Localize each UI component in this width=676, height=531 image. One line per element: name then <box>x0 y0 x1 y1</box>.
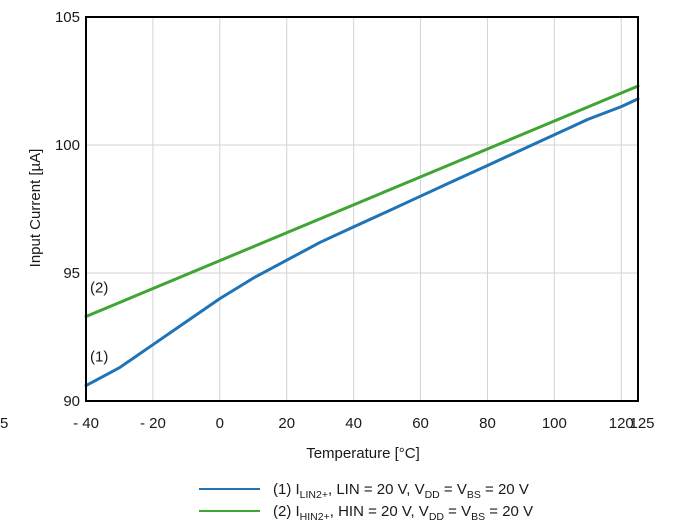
legend-text-part: (1) I <box>273 481 300 498</box>
legend-text-part: , LIN = 20 V, V <box>328 481 425 498</box>
series-lines <box>84 84 640 388</box>
x-axis-label: Temperature [°C] <box>306 445 420 462</box>
curve-label: (2) <box>90 280 108 297</box>
legend-subscript: BS <box>467 489 481 501</box>
y-tick-label: 95 <box>63 265 80 282</box>
curve-labels: (1) (2) <box>90 280 108 366</box>
x-tick-label: - 20 <box>140 415 166 432</box>
legend-subscript: DD <box>429 511 445 523</box>
x-tick-label: 80 <box>479 415 496 432</box>
series-line <box>84 84 640 318</box>
x-tick-label: - 40 <box>73 415 99 432</box>
legend-text-part: = 20 V <box>485 503 533 520</box>
curve-label: (1) <box>90 349 108 366</box>
legend: (1) ILIN2+, LIN = 20 V, VDD = VBS = 20 V… <box>199 481 533 523</box>
legend-text-part: = V <box>444 503 471 520</box>
x-tick-label: 100 <box>542 415 567 432</box>
x-tick-label: 120 <box>609 415 634 432</box>
y-tick-label: 90 <box>63 393 80 410</box>
y-tick-label: 100 <box>55 137 80 154</box>
legend-subscript: HIN2+ <box>300 511 330 523</box>
legend-text-part: = 20 V <box>481 481 529 498</box>
series-line <box>84 97 640 388</box>
legend-subscript: BS <box>471 511 485 523</box>
legend-entry-label: (1) ILIN2+, LIN = 20 V, VDD = VBS = 20 V <box>273 481 529 501</box>
y-tick-label: 105 <box>55 9 80 26</box>
legend-text-part: (2) I <box>273 503 300 520</box>
x-tick-label: 60 <box>412 415 429 432</box>
x-tick-label: 20 <box>278 415 295 432</box>
legend-entry-label: (2) IHIN2+, HIN = 20 V, VDD = VBS = 20 V <box>273 503 533 523</box>
x-tick-label: 0 <box>216 415 224 432</box>
plot-frame <box>85 16 639 402</box>
legend-subscript: DD <box>425 489 441 501</box>
grid-lines <box>86 17 638 401</box>
cropped-tick-label: 5 <box>0 415 8 432</box>
y-tick-labels: 90 95 100 105 <box>55 9 80 410</box>
x-tick-label: 125 <box>629 415 654 432</box>
legend-text-part: = V <box>440 481 467 498</box>
x-tick-label: 40 <box>345 415 362 432</box>
legend-subscript: LIN2+ <box>300 489 328 501</box>
legend-text-part: , HIN = 20 V, V <box>330 503 429 520</box>
y-axis-label: Input Current [µA] <box>27 149 44 268</box>
